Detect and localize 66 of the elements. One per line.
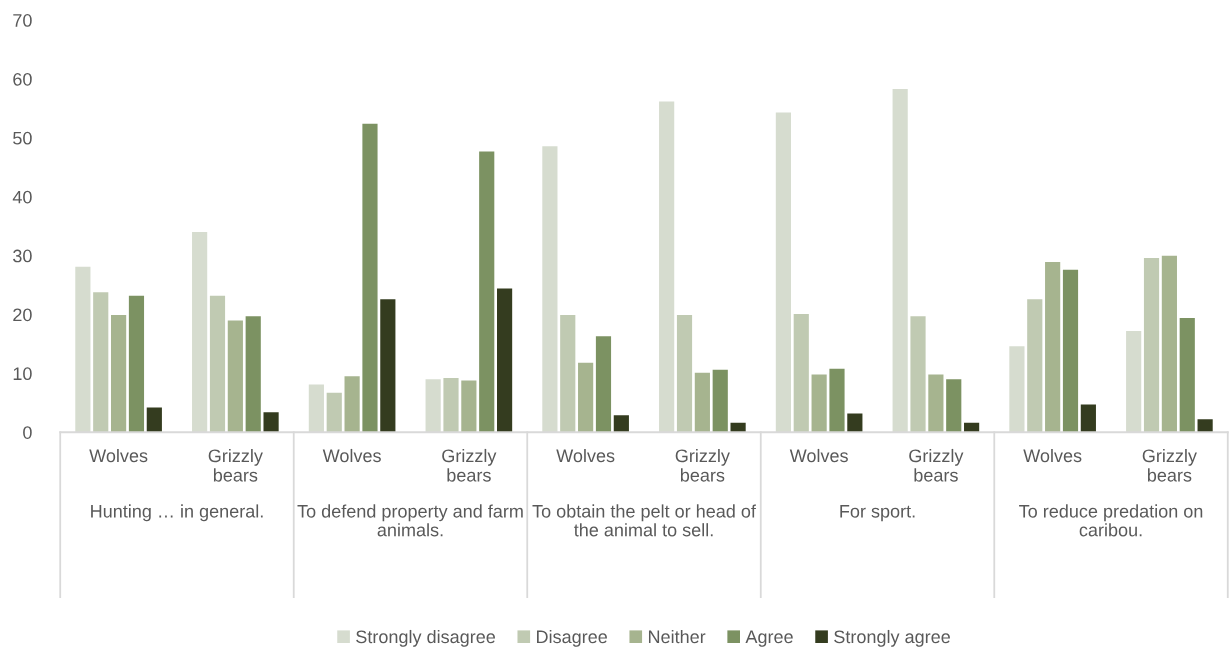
legend-label: Disagree (537, 629, 607, 647)
bar (497, 288, 513, 433)
x-tick-label: Grizzly bears (1142, 448, 1197, 482)
bar (712, 369, 728, 433)
bar (479, 151, 495, 433)
bar (362, 123, 378, 433)
bar (461, 380, 477, 433)
x-tick-label: Grizzly bears (442, 448, 497, 482)
legend-label: Strongly agree (834, 629, 950, 647)
bar (676, 315, 693, 433)
text: Hunting … in general. (91, 504, 263, 522)
x-tick-label: Grizzly bears (675, 448, 730, 482)
y-tick-label: 50 (13, 131, 32, 145)
y-tick-label: 30 (13, 249, 32, 263)
y-tick-label: 10 (13, 367, 32, 381)
bar (1161, 255, 1177, 433)
bar (1027, 299, 1043, 433)
bar (1179, 318, 1195, 433)
legend-label: Neither (648, 629, 706, 644)
text: To defend property and farm animals. (297, 504, 523, 537)
y-tick-label: 40 (12, 190, 32, 204)
bar (443, 378, 459, 433)
x-tick-label: Wolves (322, 448, 381, 463)
y-tick-label: 60 (13, 72, 32, 86)
bar (146, 407, 162, 433)
bar (694, 372, 710, 433)
bar (93, 292, 109, 433)
text: To reduce predation on caribou. (1019, 504, 1203, 537)
x-tick-label: Wolves (89, 448, 148, 463)
legend-label: Strongly disagree (356, 629, 496, 647)
text: For sport. (840, 505, 915, 522)
x-tick-label: Grizzly bears (909, 448, 964, 482)
bar (344, 376, 360, 433)
bar (560, 315, 576, 433)
y-tick-label: 70 (13, 14, 32, 27)
bar (227, 320, 243, 433)
bar (111, 315, 127, 433)
bar (1143, 257, 1160, 433)
bar (128, 295, 145, 433)
x-tick-label: Grizzly bears (208, 448, 263, 482)
y-tick-label: 20 (13, 308, 32, 322)
bar (380, 299, 396, 433)
bar (595, 336, 612, 433)
text: To obtain the pelt or head of the animal to sell. (532, 504, 756, 537)
bar (946, 379, 962, 433)
bar (910, 316, 926, 433)
bar (1045, 262, 1061, 433)
bar (928, 374, 944, 433)
bar (613, 415, 629, 433)
bar (1080, 404, 1096, 433)
bar (829, 368, 845, 433)
bar (811, 374, 827, 433)
bar (326, 392, 342, 433)
bar (1197, 419, 1213, 433)
x-tick-label: Wolves (556, 448, 615, 463)
bar (1062, 269, 1079, 433)
bar (847, 413, 863, 433)
legend-label: Agree (745, 630, 793, 647)
bar (209, 295, 226, 433)
bar (263, 412, 279, 433)
bar (245, 316, 261, 433)
x-tick-label: Wolves (1023, 448, 1082, 463)
bar (578, 362, 594, 433)
bar (793, 313, 809, 433)
y-tick-label: 0 (23, 426, 32, 439)
x-tick-label: Wolves (789, 448, 848, 463)
